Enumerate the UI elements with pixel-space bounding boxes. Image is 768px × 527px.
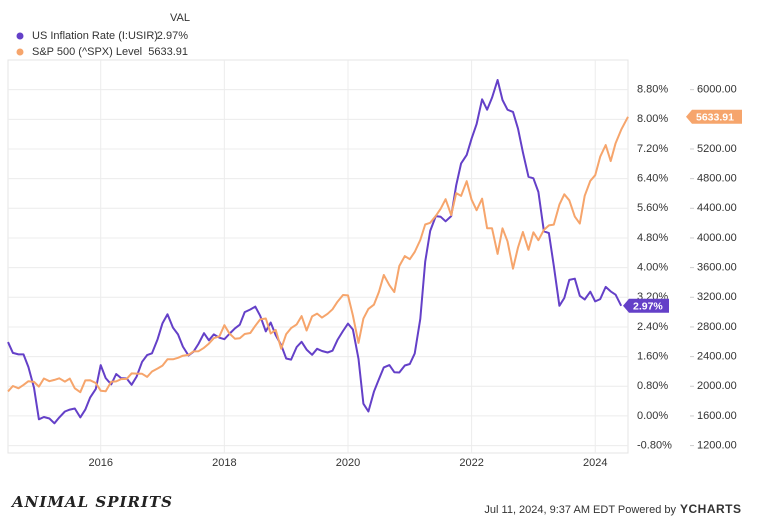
y-tick-label: 0.80% (637, 380, 668, 392)
y-tick-label: 4.00% (637, 262, 668, 274)
y2-tick-label: 1600.00 (697, 410, 737, 422)
y2-tick-label: 6000.00 (697, 84, 737, 96)
x-tick-label: 2022 (459, 457, 483, 469)
legend-marker (16, 48, 24, 56)
value-badge (686, 109, 742, 124)
value-badge (623, 298, 669, 313)
legend-value: 2.97% (157, 30, 188, 42)
y-tick-label: 8.80% (637, 84, 668, 96)
y-tick-label: 2.40% (637, 321, 668, 333)
x-tick-label: 2016 (88, 457, 112, 469)
legend-header: VAL (170, 12, 190, 24)
y-tick-label: 0.00% (637, 410, 668, 422)
plot-area (7, 59, 629, 454)
legend-marker (16, 32, 24, 40)
value-badge-label: 2.97% (633, 301, 663, 313)
watermark: ANIMAL SPIRITS (10, 493, 173, 511)
y2-tick-label: 2400.00 (697, 351, 737, 363)
y-tick-label: 6.40% (637, 173, 668, 185)
y2-tick-label: 3600.00 (697, 262, 737, 274)
y-tick-label: 4.80% (637, 232, 668, 244)
y2-tick-label: 2800.00 (697, 321, 737, 333)
y2-tick-label: 1200.00 (697, 439, 737, 451)
x-tick-label: 2018 (212, 457, 236, 469)
x-tick-label: 2020 (336, 457, 360, 469)
x-tick-label: 2024 (583, 457, 607, 469)
legend-value: 5633.91 (148, 46, 188, 58)
y2-tick-label: 5200.00 (697, 143, 737, 155)
y-tick-label: 5.60% (637, 202, 668, 214)
series-line (7, 116, 629, 394)
legend-label: US Inflation Rate (I:USIR) (32, 30, 158, 42)
y-tick-label: -0.80% (637, 439, 672, 451)
y2-tick-label: 4400.00 (697, 202, 737, 214)
y-tick-label: 1.60% (637, 351, 668, 363)
y2-tick-label: 4800.00 (697, 173, 737, 185)
y2-tick-label: 2000.00 (697, 380, 737, 392)
y-tick-label: 7.20% (637, 143, 668, 155)
value-badge-label: 5633.91 (696, 112, 734, 124)
y2-tick-label: 4000.00 (697, 232, 737, 244)
timestamp: Jul 11, 2024, 9:37 AM EDT Powered by (484, 504, 676, 516)
brand: YCHARTS (680, 502, 742, 516)
y-tick-label: 8.00% (637, 113, 668, 125)
y2-tick-label: 3200.00 (697, 291, 737, 303)
legend-label: S&P 500 (^SPX) Level (32, 46, 142, 58)
